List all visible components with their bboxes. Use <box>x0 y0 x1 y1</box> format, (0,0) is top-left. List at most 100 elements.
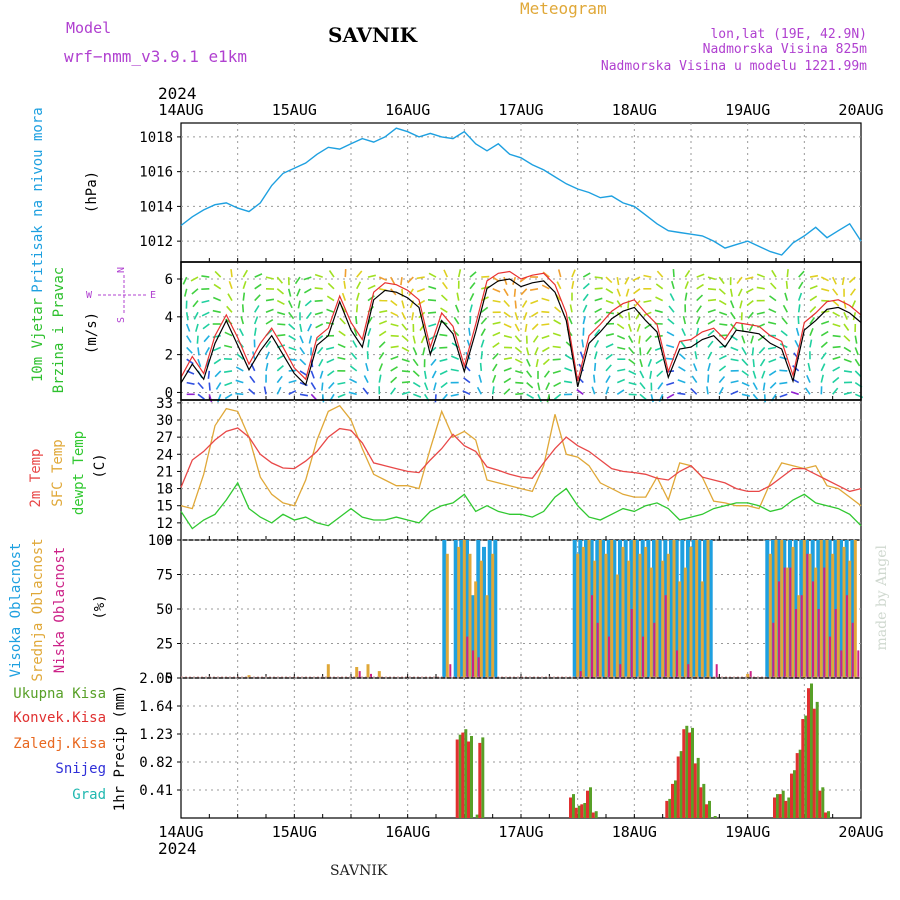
wind-arrow <box>277 311 286 316</box>
wind-arrow <box>798 270 805 278</box>
wind-arrow <box>326 346 335 351</box>
wind-arrow <box>412 335 416 344</box>
wind-arrow <box>554 306 562 313</box>
wind-arrow <box>192 300 199 308</box>
wind-arrow <box>820 374 824 383</box>
wind-arrow <box>514 358 523 364</box>
wind-arrow <box>730 390 739 396</box>
y-tick-label: 33 <box>156 396 173 412</box>
wind-arrow <box>327 282 335 290</box>
wind-arrow <box>821 288 830 292</box>
precip-total-bar <box>708 800 711 818</box>
cloud-low-bar <box>477 657 480 678</box>
wind-arrow <box>520 288 528 296</box>
precip-total-bar <box>458 734 462 818</box>
wind-arrow <box>769 295 777 302</box>
wind-arrow <box>492 342 500 349</box>
wind-arrow <box>616 334 626 340</box>
wind-arrow <box>413 393 422 398</box>
cloud-low-bar <box>608 636 610 678</box>
wind-arrow <box>480 317 488 325</box>
wind-arrow <box>411 312 415 321</box>
wind-arrow <box>681 328 687 337</box>
cloud-high-bar <box>850 540 855 678</box>
precip-total-bar <box>810 683 813 818</box>
wind-arrow <box>655 358 664 365</box>
wind-arrow <box>468 327 471 336</box>
wind-arrow <box>242 269 248 278</box>
precip-conv-bar <box>455 739 459 818</box>
wind-arrow <box>265 319 274 325</box>
wind-arrow <box>843 346 852 353</box>
wind-arrow <box>594 276 603 279</box>
wind-arrow <box>820 330 829 337</box>
wind-arrow <box>401 370 411 373</box>
wind-arrow <box>832 334 841 338</box>
wind-arrow <box>492 331 501 337</box>
wind-arrow <box>401 346 410 352</box>
wind-arrow <box>202 323 210 330</box>
wind-arrow <box>797 304 801 313</box>
wind-arrow <box>366 351 369 360</box>
compass-w: W <box>86 290 93 301</box>
wind-arrow <box>530 311 539 318</box>
wind-arrow <box>423 382 429 391</box>
wind-arrow <box>503 388 511 395</box>
wind-arrow <box>807 362 811 372</box>
wind-arrow <box>752 370 757 379</box>
wind-arrow <box>288 346 297 351</box>
wind-arrow <box>190 276 199 282</box>
wind-arrow <box>276 386 282 395</box>
wind-arrow <box>843 391 852 396</box>
cloud-mid-bar <box>842 546 846 678</box>
wind-arrow <box>341 292 347 301</box>
wind-arrow <box>337 343 346 349</box>
cloud-mid-bar <box>661 560 665 678</box>
wind-arrow <box>729 288 733 297</box>
precip-conv-bar <box>461 732 465 818</box>
wind-arrow <box>564 367 573 372</box>
wind-arrow <box>326 295 335 302</box>
wind-arrow <box>571 269 576 278</box>
y-tick-label: 12 <box>156 516 173 532</box>
wind-arrow <box>213 283 222 290</box>
wind-arrow <box>401 323 408 331</box>
cloud-low-bar <box>653 622 656 678</box>
wind-arrow <box>782 304 789 313</box>
wind-arrow <box>212 309 221 314</box>
wind-arrow <box>439 358 448 362</box>
wind-arrow <box>299 335 304 344</box>
wind-arrow <box>535 359 539 368</box>
wind-arrow <box>419 323 426 331</box>
wind-arrow <box>512 276 517 285</box>
wind-arrow <box>581 339 585 348</box>
precip-total-bar <box>821 787 825 818</box>
wind-arrow <box>287 288 292 297</box>
wind-arrow <box>843 311 848 320</box>
precip-total-bar <box>475 814 479 818</box>
precip-total-bar <box>464 729 468 818</box>
wind-arrow <box>428 285 437 290</box>
wind-arrow <box>707 288 717 291</box>
wind-arrow <box>843 358 852 363</box>
wind-arrow <box>428 272 437 278</box>
wind-arrow <box>407 276 414 284</box>
wind-arrow <box>593 362 597 371</box>
wind-arrow <box>305 311 312 320</box>
wind-arrow <box>543 370 550 378</box>
wind-arrow <box>503 288 509 297</box>
wind-arrow <box>434 394 437 403</box>
wind-arrow <box>288 311 295 320</box>
cloud-low-bar <box>579 671 582 678</box>
wind-arrow <box>605 353 613 360</box>
cloud-high-bar <box>839 540 843 678</box>
wind-arrow <box>809 316 816 325</box>
wind-arrow <box>553 319 562 325</box>
cloud-low-bar <box>840 650 843 678</box>
wind-arrow <box>299 323 303 333</box>
wind-arrow <box>378 320 388 325</box>
wind-arrow <box>195 323 199 332</box>
wind-arrow <box>355 292 360 301</box>
wind-arrow <box>849 288 856 296</box>
wind-arrow <box>390 276 396 285</box>
